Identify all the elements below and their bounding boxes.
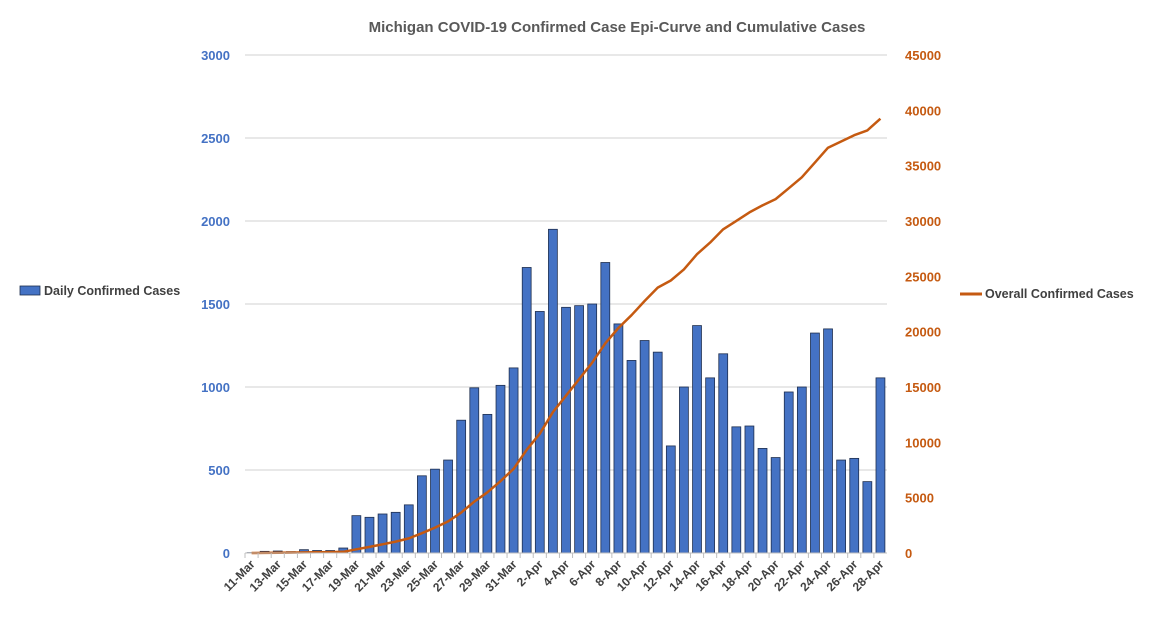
bar <box>548 229 557 553</box>
bar <box>771 458 780 553</box>
bar <box>797 387 806 553</box>
bar <box>575 306 584 553</box>
bar <box>431 469 440 553</box>
bar <box>483 414 492 553</box>
bar <box>378 514 387 553</box>
bar <box>417 476 426 553</box>
bar <box>666 446 675 553</box>
bar <box>509 368 518 553</box>
bar <box>457 420 466 553</box>
legend-bar-swatch <box>20 286 40 295</box>
left-tick-label: 2500 <box>201 131 230 146</box>
bar <box>588 304 597 553</box>
x-axis: 11-Mar13-Mar15-Mar17-Mar19-Mar21-Mar23-M… <box>221 553 887 594</box>
bar <box>876 378 885 553</box>
bar <box>640 341 649 553</box>
bar <box>693 326 702 553</box>
left-tick-label: 0 <box>223 546 230 561</box>
bar <box>850 458 859 553</box>
bar <box>824 329 833 553</box>
bar <box>391 512 400 553</box>
right-tick-label: 10000 <box>905 435 941 450</box>
bar <box>719 354 728 553</box>
bar <box>732 427 741 553</box>
right-tick-label: 45000 <box>905 48 941 63</box>
right-tick-label: 40000 <box>905 103 941 118</box>
right-tick-label: 20000 <box>905 325 941 340</box>
bar <box>352 516 361 553</box>
legend-bar-label: Daily Confirmed Cases <box>44 284 180 298</box>
legend-left: Daily Confirmed Cases <box>20 284 180 298</box>
bar <box>562 307 571 553</box>
chart-title: Michigan COVID-19 Confirmed Case Epi-Cur… <box>369 19 866 36</box>
x-tick-label: 2-Apr <box>514 557 546 589</box>
right-tick-label: 35000 <box>905 159 941 174</box>
right-axis: 0 5000 10000 15000 20000 25000 30000 35000 40000… <box>905 48 941 561</box>
right-tick-label: 25000 <box>905 269 941 284</box>
bar <box>745 426 754 553</box>
bar <box>470 388 479 553</box>
bar <box>444 460 453 553</box>
left-tick-label: 2000 <box>201 214 230 229</box>
bar <box>758 448 767 553</box>
bar-series <box>247 229 885 553</box>
bar <box>653 352 662 553</box>
left-axis: 0 500 1000 1500 2000 2500 3000 <box>201 48 230 561</box>
bar <box>614 324 623 553</box>
bar <box>706 378 715 553</box>
right-tick-label: 5000 <box>905 491 934 506</box>
bar <box>404 505 413 553</box>
bar <box>810 333 819 553</box>
right-tick-label: 15000 <box>905 380 941 395</box>
bar <box>601 263 610 554</box>
right-tick-label: 0 <box>905 546 912 561</box>
left-tick-label: 1000 <box>201 380 230 395</box>
bar <box>496 385 505 553</box>
left-tick-label: 1500 <box>201 297 230 312</box>
bar <box>627 360 636 553</box>
legend-right: Overall Confirmed Cases <box>960 287 1134 301</box>
x-tick-label: 6-Apr <box>566 557 598 589</box>
bar <box>679 387 688 553</box>
legend-line-label: Overall Confirmed Cases <box>985 287 1134 301</box>
bar <box>784 392 793 553</box>
bar <box>863 482 872 553</box>
left-tick-label: 500 <box>208 463 230 478</box>
bar <box>837 460 846 553</box>
right-tick-label: 30000 <box>905 214 941 229</box>
left-tick-label: 3000 <box>201 48 230 63</box>
x-tick-label: 4-Apr <box>540 557 572 589</box>
bar <box>522 267 531 553</box>
